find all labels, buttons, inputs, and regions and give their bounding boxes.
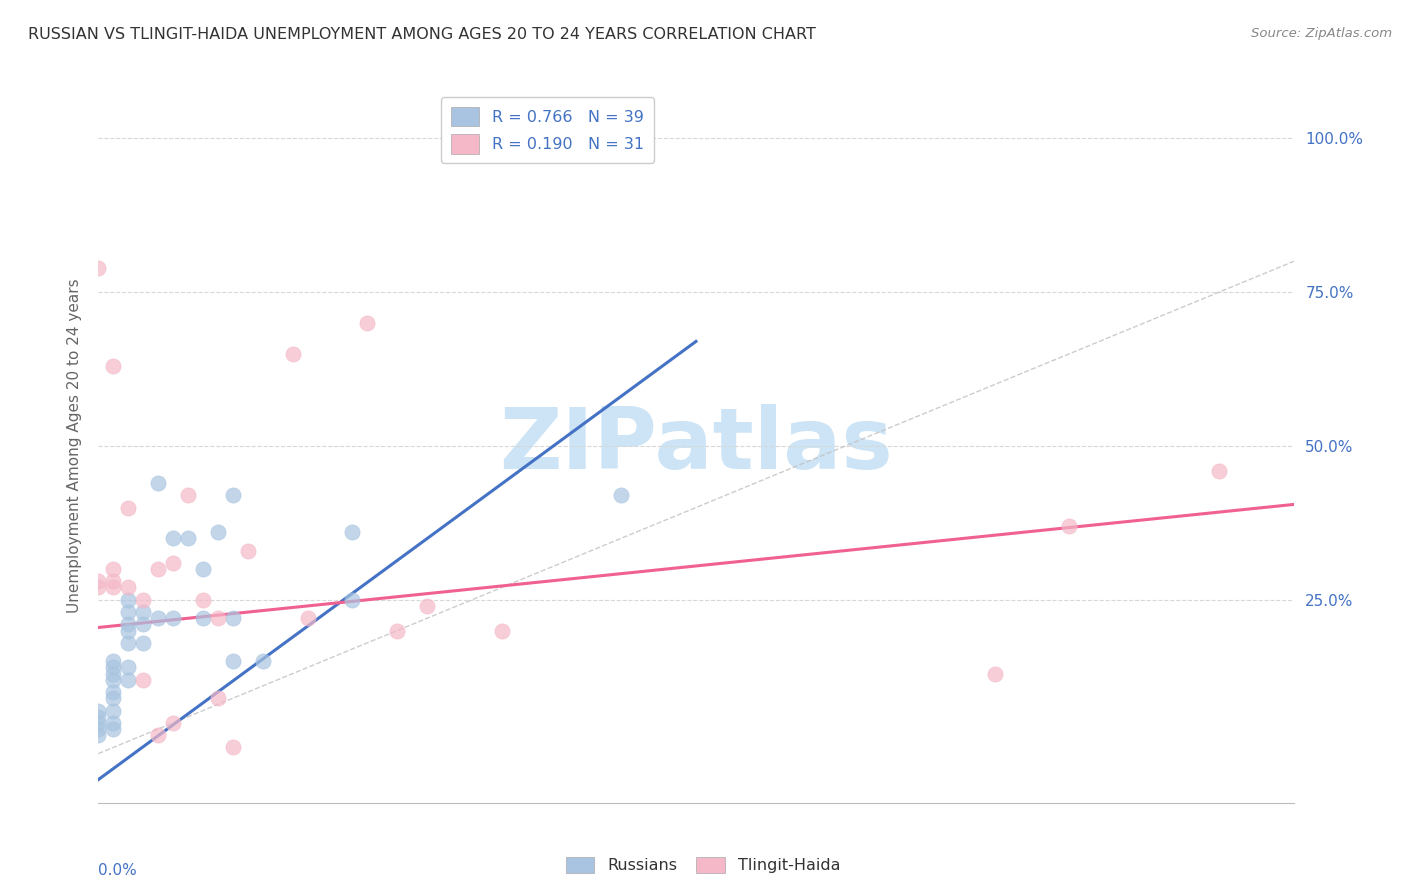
Point	[103, 715, 125, 730]
Point	[87, 722, 110, 736]
Point	[1208, 464, 1230, 478]
Point	[222, 654, 245, 668]
Point	[148, 611, 170, 625]
Point	[103, 660, 125, 674]
Point	[117, 592, 139, 607]
Point	[103, 581, 125, 595]
Point	[342, 525, 364, 540]
Point	[103, 673, 125, 687]
Point	[87, 728, 110, 742]
Point	[103, 722, 125, 736]
Legend: Russians, Tlingit-Haida: Russians, Tlingit-Haida	[560, 850, 846, 880]
Point	[162, 611, 184, 625]
Point	[87, 709, 110, 723]
Point	[207, 525, 229, 540]
Point	[87, 260, 110, 275]
Text: RUSSIAN VS TLINGIT-HAIDA UNEMPLOYMENT AMONG AGES 20 TO 24 YEARS CORRELATION CHAR: RUSSIAN VS TLINGIT-HAIDA UNEMPLOYMENT AM…	[28, 27, 815, 42]
Point	[356, 316, 378, 330]
Point	[87, 715, 110, 730]
Point	[177, 488, 200, 502]
Point	[207, 611, 229, 625]
Legend: R = 0.766   N = 39, R = 0.190   N = 31: R = 0.766 N = 39, R = 0.190 N = 31	[441, 97, 654, 163]
Text: 0.0%: 0.0%	[98, 863, 138, 879]
Point	[297, 611, 319, 625]
Point	[132, 617, 155, 632]
Point	[117, 605, 139, 619]
Point	[103, 562, 125, 576]
Point	[252, 654, 274, 668]
Point	[177, 531, 200, 545]
Point	[117, 624, 139, 638]
Point	[117, 660, 139, 674]
Point	[342, 592, 364, 607]
Point	[491, 624, 513, 638]
Point	[1059, 519, 1081, 533]
Point	[117, 617, 139, 632]
Point	[117, 581, 139, 595]
Point	[222, 611, 245, 625]
Point	[132, 605, 155, 619]
Point	[610, 488, 633, 502]
Point	[281, 347, 304, 361]
Point	[983, 666, 1005, 681]
Point	[132, 636, 155, 650]
Point	[132, 592, 155, 607]
Point	[103, 574, 125, 589]
Y-axis label: Unemployment Among Ages 20 to 24 years: Unemployment Among Ages 20 to 24 years	[66, 278, 82, 614]
Point	[222, 740, 245, 755]
Point	[416, 599, 439, 613]
Point	[132, 673, 155, 687]
Point	[191, 611, 214, 625]
Point	[385, 624, 409, 638]
Point	[117, 500, 139, 515]
Point	[103, 704, 125, 718]
Point	[87, 581, 110, 595]
Point	[117, 673, 139, 687]
Point	[103, 685, 125, 699]
Point	[103, 691, 125, 706]
Point	[191, 592, 214, 607]
Point	[191, 562, 214, 576]
Point	[207, 691, 229, 706]
Point	[148, 728, 170, 742]
Point	[117, 636, 139, 650]
Point	[103, 666, 125, 681]
Text: Source: ZipAtlas.com: Source: ZipAtlas.com	[1251, 27, 1392, 40]
Text: ZIPatlas: ZIPatlas	[499, 404, 893, 488]
Point	[103, 359, 125, 373]
Point	[162, 715, 184, 730]
Point	[162, 556, 184, 570]
Point	[236, 543, 259, 558]
Point	[222, 488, 245, 502]
Point	[87, 704, 110, 718]
Point	[103, 654, 125, 668]
Point	[162, 531, 184, 545]
Point	[87, 574, 110, 589]
Point	[148, 562, 170, 576]
Point	[148, 475, 170, 490]
